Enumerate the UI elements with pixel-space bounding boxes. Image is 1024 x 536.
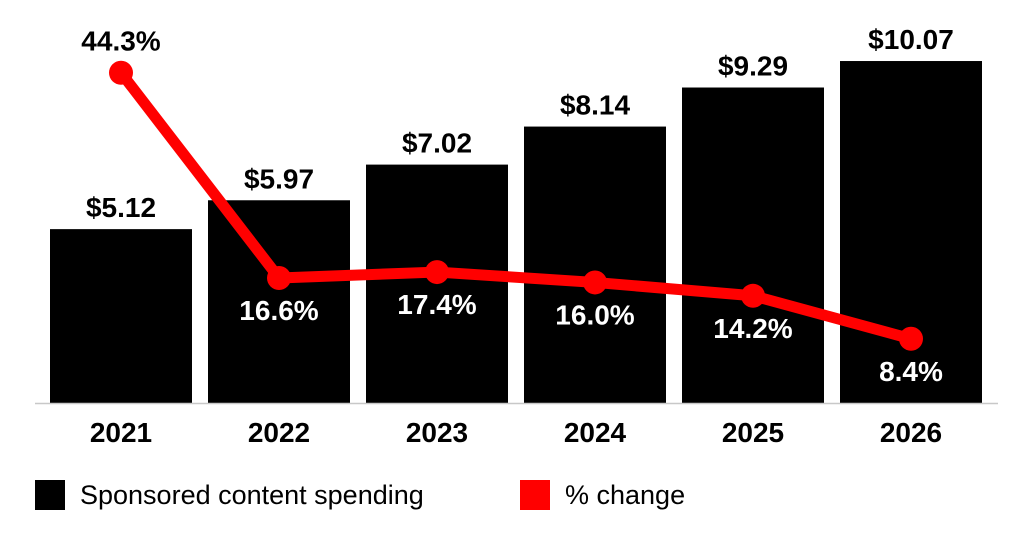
pct-value-label: 17.4%	[397, 289, 476, 320]
bar-value-label: $5.12	[86, 192, 156, 223]
pct-value-label: 44.3%	[81, 26, 160, 57]
bar-value-label: $8.14	[560, 90, 630, 121]
pct-point-2025	[741, 283, 765, 308]
x-tick-label: 2023	[406, 417, 468, 448]
pct-point-2023	[425, 260, 449, 285]
pct-point-2026	[899, 326, 923, 351]
bar-2022	[208, 200, 350, 403]
bar-2024	[524, 126, 666, 403]
bar-2026	[840, 61, 982, 404]
pct-line-path	[115, 67, 917, 345]
bar-2021	[50, 229, 192, 403]
bar-value-label: $9.29	[718, 51, 788, 82]
legend-label-pct: % change	[565, 480, 685, 510]
pct-value-label: 16.6%	[239, 295, 318, 326]
bar-value-label: $5.97	[244, 163, 314, 194]
x-tick-label: 2021	[90, 417, 152, 448]
legend: Sponsored content spending % change	[35, 480, 685, 510]
bars	[50, 61, 982, 404]
pct-value-label: 14.2%	[713, 313, 792, 344]
bar-2025	[682, 87, 824, 403]
legend-swatch-spending	[35, 480, 65, 510]
x-tick-label: 2022	[248, 417, 310, 448]
pct-point-2024	[583, 270, 607, 295]
legend-swatch-pct	[520, 480, 550, 510]
legend-label-spending: Sponsored content spending	[80, 480, 424, 510]
labels: $5.12 2021 44.3% $5.97 2022 16.6% $7.02 2023 17.…	[81, 24, 954, 448]
pct-value-label: 8.4%	[879, 356, 943, 387]
pct-point-2022	[267, 265, 291, 290]
bar-value-label: $7.02	[402, 128, 472, 159]
bar-value-label: $10.07	[868, 24, 954, 55]
pct-value-label: 16.0%	[555, 299, 634, 330]
x-tick-label: 2026	[880, 417, 942, 448]
x-tick-label: 2024	[564, 417, 627, 448]
x-tick-label: 2025	[722, 417, 784, 448]
pct-line	[109, 60, 923, 351]
pct-point-2021	[109, 60, 133, 85]
